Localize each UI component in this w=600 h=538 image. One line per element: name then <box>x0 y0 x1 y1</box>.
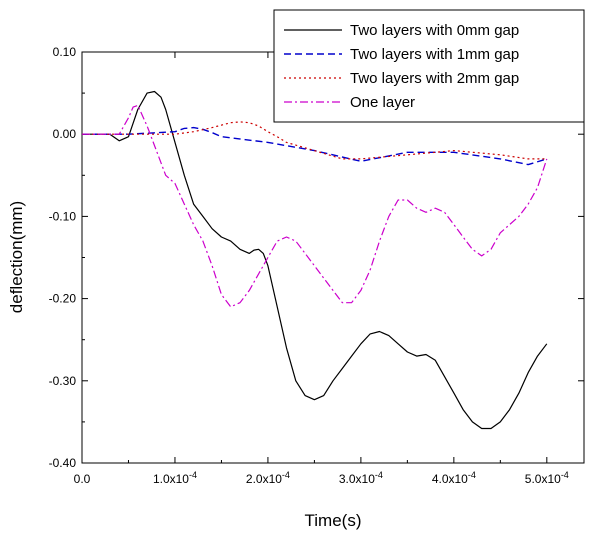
legend-box <box>273 9 585 123</box>
x-tick-label: 5.0x10-4 <box>525 470 569 486</box>
legend-label-3: Two layers with 2mm gap <box>350 70 519 87</box>
series-line-1 <box>82 90 548 430</box>
y-tick-label: -0.30 <box>49 374 77 388</box>
x-tick-label: 3.0x10-4 <box>339 470 383 486</box>
series-line-2 <box>82 126 548 166</box>
y-axis-title: deflection(mm) <box>7 201 26 313</box>
legend-label-2: Two layers with 1mm gap <box>350 46 519 63</box>
series-line-3 <box>82 121 547 160</box>
y-tick-label: -0.40 <box>49 456 77 470</box>
legend: Two layers with 0mm gap Two layers with 1… <box>273 9 585 123</box>
x-tick-label: 2.0x10-4 <box>246 470 290 486</box>
legend-label-1: Two layers with 0mm gap <box>350 22 519 39</box>
y-tick-label: 0.10 <box>53 45 77 59</box>
y-axis: 0.10 0.00 -0.10 -0.20 -0.30 -0.40 <box>49 45 584 470</box>
x-tick-label: 0.0 <box>74 472 91 486</box>
legend-label-4: One layer <box>350 94 415 111</box>
x-tick-label: 4.0x10-4 <box>432 470 476 486</box>
y-tick-label: 0.00 <box>53 127 77 141</box>
y-tick-label: -0.20 <box>49 292 77 306</box>
x-tick-label: 1.0x10-4 <box>153 470 197 486</box>
x-axis: 0.0 1.0x10-4 2.0x10-4 3.0x10-4 4.0x10-4 5.0x1… <box>74 52 569 486</box>
x-axis-title: Time(s) <box>305 511 362 530</box>
y-tick-label: -0.10 <box>49 209 77 223</box>
series-line-4 <box>82 104 548 308</box>
series-lines <box>82 90 548 430</box>
